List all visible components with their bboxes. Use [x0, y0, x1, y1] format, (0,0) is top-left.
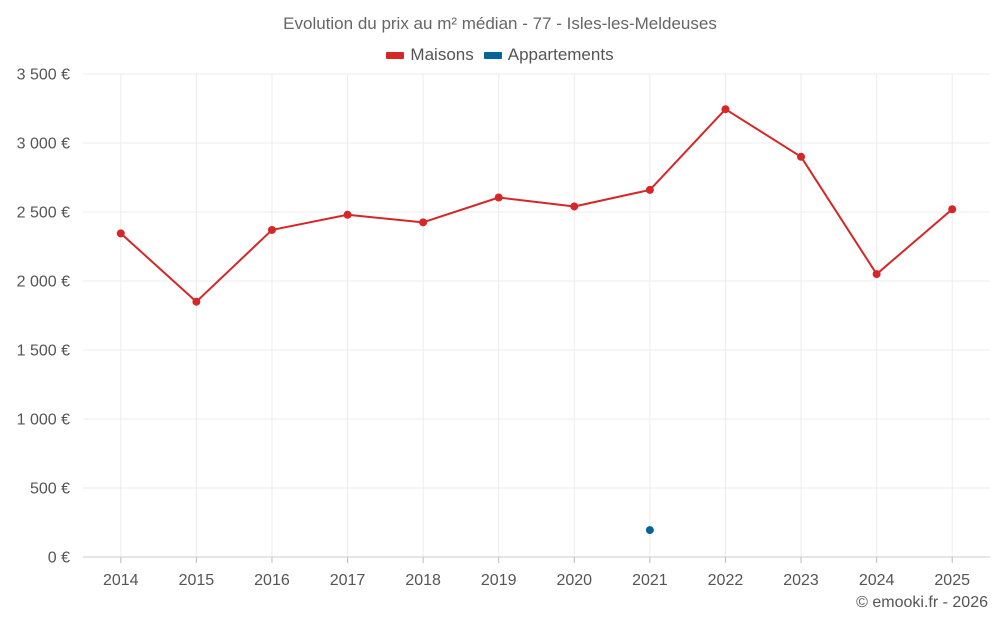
x-tick-label: 2022 [708, 572, 744, 589]
legend-item-maisons[interactable]: Maisons [386, 45, 474, 65]
data-point-maisons-2015[interactable] [192, 297, 201, 306]
y-tick-label: 2 500 € [17, 205, 70, 222]
data-point-maisons-2014[interactable] [116, 229, 125, 238]
legend: Maisons Appartements [0, 45, 1000, 65]
x-tick-label: 2016 [254, 572, 290, 589]
data-point-maisons-2023[interactable] [797, 152, 806, 161]
y-tick-label: 1 500 € [17, 343, 70, 360]
x-tick-label: 2023 [783, 572, 819, 589]
data-point-maisons-2016[interactable] [267, 225, 276, 234]
y-tick-label: 0 € [48, 550, 70, 567]
chart-title: Evolution du prix au m² médian - 77 - Is… [283, 14, 717, 33]
x-tick-label: 2021 [632, 572, 668, 589]
data-point-maisons-2018[interactable] [419, 218, 428, 227]
x-tick-label: 2020 [556, 572, 592, 589]
x-tick-label: 2019 [481, 572, 517, 589]
data-point-maisons-2025[interactable] [948, 205, 957, 214]
y-tick-label: 500 € [30, 481, 70, 498]
x-tick-label: 2014 [103, 572, 139, 589]
credit-text: © emooki.fr - 2026 [856, 594, 988, 611]
x-tick-label: 2018 [405, 572, 441, 589]
legend-label-appartements: Appartements [507, 45, 614, 64]
legend-item-appartements[interactable]: Appartements [483, 45, 614, 65]
x-tick-label: 2024 [859, 572, 895, 589]
data-point-maisons-2022[interactable] [721, 105, 730, 114]
data-point-maisons-2017[interactable] [343, 210, 352, 219]
data-point-appartements-2021[interactable] [645, 526, 654, 535]
axis-layer: 0 € 500 € 1 000 € 1 500 € 2 000 € 2 500 € 3 00… [17, 67, 990, 589]
y-tick-label: 3 000 € [17, 136, 70, 153]
data-point-maisons-2024[interactable] [872, 270, 881, 279]
series-line-maisons [120, 108, 953, 303]
x-tick-label: 2025 [934, 572, 970, 589]
legend-label-maisons: Maisons [410, 45, 474, 64]
x-tick-label: 2017 [330, 572, 366, 589]
data-point-maisons-2021[interactable] [645, 185, 654, 194]
x-tick-label: 2015 [179, 572, 215, 589]
data-point-maisons-2019[interactable] [494, 193, 503, 202]
data-point-maisons-2020[interactable] [570, 202, 579, 211]
legend-swatch-appartements [483, 51, 502, 59]
grid-layer [83, 73, 990, 558]
series-layer [116, 105, 957, 535]
legend-swatch-maisons [386, 51, 405, 59]
y-tick-label: 3 500 € [17, 67, 70, 84]
y-tick-label: 1 000 € [17, 412, 70, 429]
y-tick-label: 2 000 € [17, 274, 70, 291]
